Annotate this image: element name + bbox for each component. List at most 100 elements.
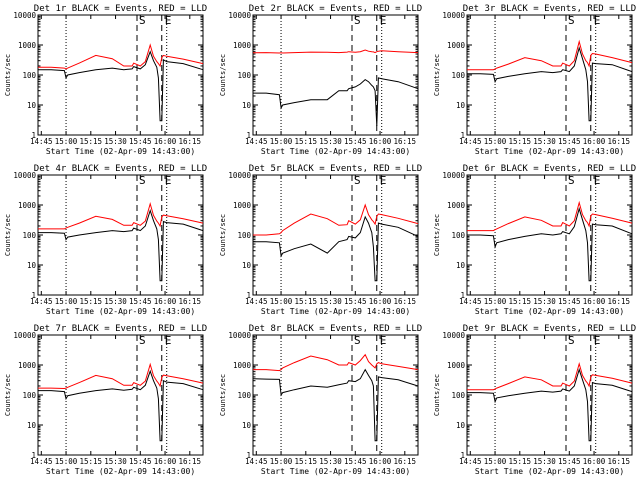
y-tick-label: 100: [22, 231, 36, 240]
x-tick-label: 14:45: [30, 297, 53, 306]
x-tick-label: 14:45: [459, 137, 482, 146]
y-axis-label: Counts/sec: [433, 54, 441, 96]
y-tick-label: 1000: [233, 201, 252, 210]
x-tick-label: 15:00: [270, 137, 293, 146]
panel-title: Det 5r BLACK = Events, RED = LLD: [249, 164, 422, 174]
series-line-events: [253, 215, 419, 282]
series-line-events: [252, 368, 419, 442]
x-tick-label: 15:45: [129, 137, 152, 146]
y-tick-label: 1: [460, 291, 465, 300]
x-tick-label: 14:45: [459, 297, 482, 306]
x-tick-label: 15:00: [55, 457, 78, 466]
y-tick-label: 10000: [13, 331, 36, 340]
x-tick-label: 16:00: [583, 457, 606, 466]
y-tick-label: 100: [237, 231, 251, 240]
x-axis-label: Start Time (02-Apr-09 14:43:00): [475, 467, 624, 476]
y-tick-label: 100: [237, 391, 251, 400]
plot-frame: [37, 14, 204, 136]
x-tick-label: 16:00: [369, 137, 392, 146]
y-tick-label: 1000: [233, 361, 252, 370]
x-tick-label: 15:00: [484, 137, 507, 146]
series-line-events: [467, 206, 633, 282]
end-marker-label: E: [594, 334, 601, 347]
y-tick-label: 1: [31, 131, 36, 140]
x-tick-label: 16:00: [369, 297, 392, 306]
series-line-events: [38, 50, 204, 122]
y-tick-label: 10: [456, 421, 466, 430]
x-axis-label: Start Time (02-Apr-09 14:43:00): [475, 147, 624, 156]
y-tick-label: 10: [242, 421, 252, 430]
y-axis-label: Counts/sec: [433, 374, 441, 416]
series-line-events: [38, 208, 204, 282]
y-tick-label: 1000: [18, 201, 37, 210]
x-tick-label: 15:30: [319, 297, 342, 306]
x-tick-label: 15:45: [129, 297, 152, 306]
y-tick-label: 10: [27, 261, 37, 270]
plot-frame: [252, 334, 419, 456]
x-tick-label: 15:00: [484, 457, 507, 466]
start-marker-label: S: [568, 334, 575, 347]
series-line-lld: [467, 200, 633, 232]
x-tick-label: 15:45: [344, 137, 367, 146]
x-tick-label: 15:45: [558, 137, 581, 146]
series-line-events: [38, 369, 204, 442]
end-marker-label: E: [380, 14, 387, 27]
series-line-lld: [467, 39, 633, 71]
start-marker-label: S: [139, 174, 146, 187]
x-axis-label: Start Time (02-Apr-09 14:43:00): [261, 467, 410, 476]
x-tick-label: 15:30: [104, 297, 127, 306]
y-axis-label: Counts/sec: [4, 54, 12, 96]
panel-title: Det 6r BLACK = Events, RED = LLD: [463, 164, 636, 174]
plot-frame: [252, 174, 419, 296]
plot-frame: [252, 14, 419, 136]
x-tick-label: 15:45: [344, 297, 367, 306]
y-tick-label: 10: [242, 261, 252, 270]
x-tick-label: 16:00: [583, 137, 606, 146]
x-tick-label: 16:00: [583, 297, 606, 306]
panel-title: Det 3r BLACK = Events, RED = LLD: [463, 4, 636, 14]
x-axis-label: Start Time (02-Apr-09 14:43:00): [46, 147, 195, 156]
x-tick-label: 16:15: [394, 457, 417, 466]
y-axis-label: Counts/sec: [219, 54, 227, 96]
y-axis-label: Counts/sec: [219, 374, 227, 416]
y-tick-label: 10: [456, 101, 466, 110]
x-tick-label: 15:15: [295, 297, 318, 306]
y-axis-label: Counts/sec: [219, 214, 227, 256]
panel-5: Det 5r BLACK = Events, RED = LLD 14:45 15:…: [219, 164, 422, 316]
y-tick-label: 100: [451, 71, 465, 80]
series-line-events: [467, 46, 633, 122]
series-line-lld: [253, 353, 419, 372]
x-tick-label: 15:30: [533, 457, 556, 466]
y-tick-label: 100: [451, 391, 465, 400]
series-line-lld: [38, 362, 204, 390]
x-tick-label: 14:45: [245, 137, 268, 146]
x-tick-label: 15:30: [319, 137, 342, 146]
x-tick-label: 16:15: [179, 137, 202, 146]
series-line-lld: [467, 361, 633, 391]
x-tick-label: 14:45: [245, 297, 268, 306]
x-tick-label: 15:00: [484, 297, 507, 306]
series-line-events: [253, 77, 419, 127]
start-marker-label: S: [354, 174, 361, 187]
y-tick-label: 1000: [447, 201, 466, 210]
plot-frame: [37, 174, 204, 296]
x-tick-label: 15:00: [55, 137, 78, 146]
y-tick-label: 1000: [18, 41, 37, 50]
x-tick-label: 16:00: [154, 457, 177, 466]
end-marker-label: E: [380, 334, 387, 347]
y-axis-label: Counts/sec: [433, 214, 441, 256]
y-tick-label: 10000: [442, 11, 465, 20]
x-tick-label: 16:15: [608, 457, 631, 466]
x-tick-label: 15:45: [558, 297, 581, 306]
y-tick-label: 1000: [18, 361, 37, 370]
panel-title: Det 8r BLACK = Events, RED = LLD: [249, 324, 422, 334]
y-tick-label: 1: [246, 291, 251, 300]
